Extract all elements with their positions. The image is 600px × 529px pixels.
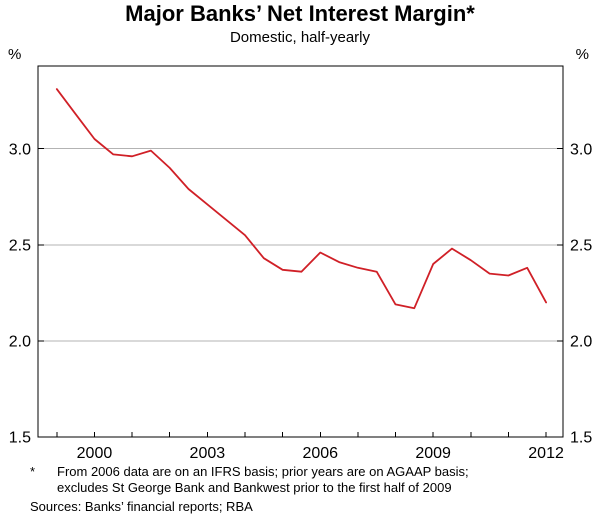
plot-border [37, 65, 564, 438]
y-axis-unit-left: % [8, 46, 22, 63]
x-axis-label: 2003 [190, 445, 226, 462]
x-axis-label: 2006 [302, 445, 338, 462]
chart-title: Major Banks’ Net Interest Margin* [125, 1, 475, 26]
y-axis-label-right: 3.0 [570, 141, 592, 158]
y-axis-label-right: 1.5 [570, 430, 592, 447]
y-axis-label-left: 3.0 [9, 141, 31, 158]
footnote-line-1: From 2006 data are on an IFRS basis; pri… [57, 464, 469, 479]
y-axis-label-right: 2.0 [570, 333, 592, 350]
y-axis-unit-right: % [575, 46, 589, 63]
x-axis-label: 2000 [77, 445, 113, 462]
sources-line: Sources: Banks’ financial reports; RBA [30, 499, 253, 514]
y-axis-label-right: 2.5 [570, 237, 592, 254]
y-axis-label-left: 1.5 [9, 430, 31, 447]
net-interest-margin-line [55, 88, 547, 310]
x-axis-label: 2009 [415, 445, 451, 462]
footnote-line-2: excludes St George Bank and Bankwest pri… [57, 480, 452, 495]
footnote-marker: * [30, 464, 36, 479]
y-axis-label-left: 2.0 [9, 333, 31, 350]
footnote: * From 2006 data are on an IFRS basis; p… [30, 464, 590, 496]
footnote-text: From 2006 data are on an IFRS basis; pri… [57, 464, 590, 496]
y-axis-label-left: 2.5 [9, 237, 31, 254]
x-axis-label: 2012 [528, 445, 564, 462]
chart-subtitle: Domestic, half-yearly [229, 29, 371, 46]
